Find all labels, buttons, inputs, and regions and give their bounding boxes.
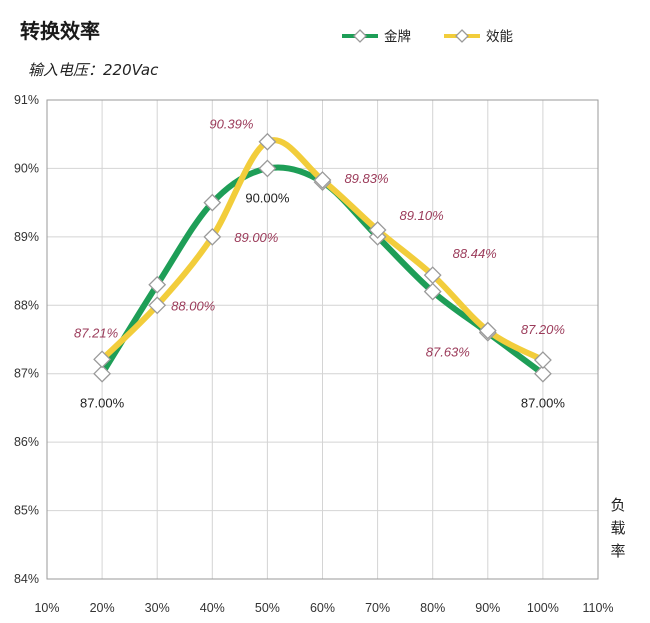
data-label-xiaoneng: 89.83%: [344, 171, 388, 186]
x-tick-label: 20%: [90, 601, 115, 615]
data-label-gold: 87.00%: [80, 396, 125, 411]
y-tick-label: 84%: [14, 572, 39, 586]
y-tick-label: 90%: [14, 161, 39, 175]
x-axis-title-char: 载: [610, 519, 625, 537]
plot-border: [46, 99, 599, 580]
data-point-gold: [258, 159, 277, 178]
x-tick-label: 70%: [365, 601, 390, 615]
data-label-xiaoneng: 87.21%: [74, 325, 118, 340]
data-label-xiaoneng: 89.00%: [234, 230, 278, 245]
legend-label: 效能: [486, 29, 513, 45]
data-label-xiaoneng: 89.10%: [400, 208, 444, 223]
data-point-xiaoneng: [258, 132, 277, 151]
x-tick-label: 60%: [310, 601, 335, 615]
legend: 金牌 效能: [342, 28, 513, 45]
data-point-xiaoneng: [368, 221, 387, 239]
data-point-xiaoneng: [203, 227, 222, 246]
x-tick-label: 100%: [527, 601, 559, 615]
data-point-xiaoneng: [148, 296, 167, 315]
legend-item-gold: 金牌: [342, 28, 411, 45]
y-tick-label: 89%: [14, 230, 39, 244]
series-layer: [93, 132, 552, 383]
data-point-xiaoneng: [313, 171, 332, 189]
data-label-xiaoneng: 88.00%: [171, 298, 215, 313]
data-point-gold: [533, 364, 552, 383]
x-tick-label: 110%: [582, 601, 613, 615]
x-axis-title-char: 负: [610, 496, 625, 514]
data-point-xiaoneng: [93, 350, 112, 369]
data-label-xiaoneng: 87.63%: [426, 345, 470, 360]
y-tick-label: 86%: [14, 435, 39, 449]
x-tick-label: 30%: [145, 601, 170, 615]
chart-title: 转换效率: [20, 19, 100, 43]
axes: 84% 85% 86% 87% 88% 89% 90% 91% 10% 20% 30% 40% 50% 6…: [14, 93, 614, 615]
legend-marker: [353, 29, 367, 43]
data-point-gold: [93, 364, 112, 383]
x-tick-label: 40%: [200, 601, 225, 615]
data-point-xiaoneng: [478, 321, 497, 340]
data-label-gold: 90.00%: [245, 190, 290, 205]
data-label-xiaoneng: 87.20%: [521, 322, 565, 337]
series-line-xiaoneng: [99, 137, 546, 364]
data-label-xiaoneng: 90.39%: [209, 117, 253, 132]
data-label-xiaoneng: 88.44%: [453, 246, 497, 261]
data-point-gold: [423, 282, 442, 301]
chart-subtitle: 输入电压：220Vac: [28, 61, 159, 79]
data-labels: 87.00% 90.00% 87.00% 87.21% 88.00% 89.00% 90.3…: [74, 117, 565, 411]
legend-label: 金牌: [384, 28, 411, 45]
x-axis-title: 负载率: [610, 496, 625, 560]
y-tick-label: 88%: [14, 298, 39, 312]
data-label-gold: 87.00%: [521, 396, 566, 411]
legend-marker: [455, 29, 469, 43]
x-tick-label: 90%: [475, 601, 500, 615]
x-tick-label: 10%: [34, 601, 59, 615]
data-point-gold: [203, 193, 222, 212]
legend-item-xiaoneng: 效能: [444, 29, 513, 45]
data-point-xiaoneng: [533, 351, 552, 369]
x-tick-label: 80%: [420, 601, 445, 615]
y-tick-label: 87%: [14, 367, 39, 381]
data-point-gold: [148, 275, 167, 294]
x-axis-title-char: 率: [610, 542, 625, 560]
x-tick-label: 50%: [255, 601, 280, 615]
y-tick-label: 85%: [14, 504, 39, 518]
y-tick-label: 91%: [14, 93, 39, 107]
data-point-xiaoneng: [423, 266, 442, 285]
